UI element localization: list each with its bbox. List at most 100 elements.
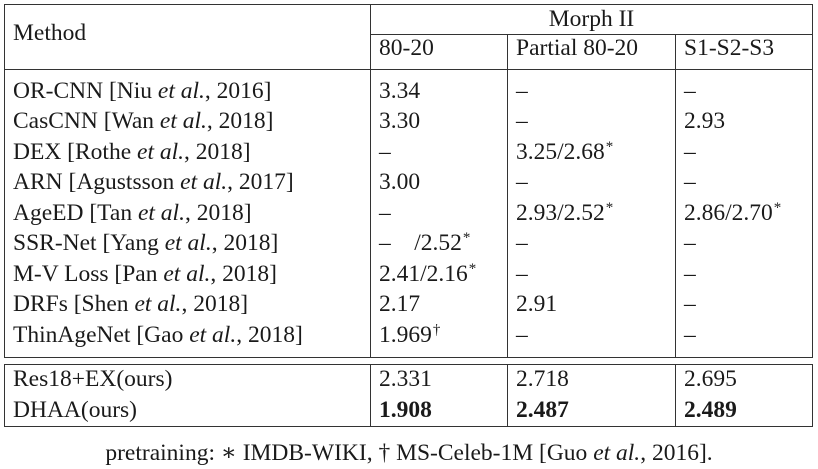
value-partial-80-20: – <box>507 76 676 107</box>
pretraining-marker: * <box>605 199 614 216</box>
value-s1-s2-s3: – <box>675 259 814 290</box>
value-s1-s2-s3: – <box>675 320 814 351</box>
method-cell: CasCNN [Wan et al., 2018] <box>4 106 371 137</box>
table-row: OR-CNN [Niu et al., 2016] 3.34 – – <box>4 76 814 107</box>
value-80-20: – <box>370 137 508 168</box>
value-text: – <box>684 291 696 317</box>
method-year: , 2017] <box>227 169 294 195</box>
table-row: DEX [Rothe et al., 2018] –3.25/2.68* – <box>4 137 814 168</box>
value-text: 3.30 <box>379 108 421 134</box>
method-year: , 2018] <box>184 138 251 165</box>
value-partial-80-20: 2.91 <box>507 289 676 320</box>
table-row: M-V Loss [Pan et al., 2018] 2.41/2.16* – – <box>4 259 814 290</box>
value-s1-s2-s3: 2.489 <box>675 395 814 427</box>
value-s1-s2-s3: – <box>675 76 814 107</box>
results-table-container: Method Morph II 80-20 Partial 80-20 S1-S… <box>4 4 814 427</box>
value-text: 1.969 <box>379 321 432 348</box>
value-text: – <box>516 230 528 256</box>
method-name: DRFs [Shen <box>13 291 135 317</box>
pretraining-marker: * <box>462 230 471 246</box>
method-name: ThinAgeNet [Gao <box>13 321 190 348</box>
method-name: SSR-Net [Yang <box>13 230 165 256</box>
table-row: ARN [Agustsson et al., 2017] 3.00 – – <box>4 167 814 198</box>
value-80-20: – /2.52* <box>370 228 508 259</box>
method-etal: et al. <box>164 230 212 256</box>
table-row: SSR-Net [Yang et al., 2018] – /2.52* – – <box>4 228 814 259</box>
table-row: AgeED [Tan et al., 2018] –2.93/2.52* 2.86/… <box>4 198 814 229</box>
pretraining-marker: * <box>773 199 782 216</box>
value-s1-s2-s3: – <box>675 289 814 320</box>
value-text: – <box>684 77 696 104</box>
value-text: – <box>379 138 391 165</box>
table-row-ours: DHAA(ours) 1.908 2.487 2.489 <box>4 395 814 427</box>
value-s1-s2-s3: 2.93 <box>675 106 814 137</box>
method-name: ARN [Agustsson <box>13 169 181 195</box>
method-name: OR-CNN [Niu <box>13 77 158 104</box>
value-80-20: – <box>370 198 508 229</box>
table-row: ThinAgeNet [Gao et al., 2018] 1.969† – – <box>4 320 814 351</box>
method-year: , 2018] <box>211 230 279 256</box>
value-partial-80-20: – <box>507 320 676 351</box>
caption-text: pretraining: ∗ IMDB-WIKI, † MS-Celeb-1M … <box>105 440 594 466</box>
value-text: 3.00 <box>379 169 421 195</box>
caption-text-end: , 2016]. <box>640 440 713 466</box>
results-table: Method Morph II 80-20 Partial 80-20 S1-S… <box>4 4 814 427</box>
method-etal: et al. <box>159 108 207 134</box>
table-row: CasCNN [Wan et al., 2018] 3.30 – 2.93 <box>4 106 814 137</box>
value-text: – <box>516 260 528 287</box>
value-80-20: 2.41/2.16* <box>370 259 508 290</box>
value-text: – <box>684 260 696 287</box>
value-80-20: 3.34 <box>370 76 508 107</box>
method-etal: et al. <box>137 199 185 226</box>
value-80-20: 3.00 <box>370 167 508 198</box>
value-partial-80-20: 2.487 <box>507 395 676 427</box>
value-text: – <box>516 321 528 348</box>
value-partial-80-20: 3.25/2.68* <box>507 137 676 168</box>
method-year: , 2018] <box>181 291 249 317</box>
value-80-20: 2.17 <box>370 289 508 320</box>
value-text: – <box>516 77 528 104</box>
value-s1-s2-s3: – <box>675 167 814 198</box>
method-etal: et al. <box>157 77 205 104</box>
value-text: – <box>684 169 696 195</box>
caption-etal: et al. <box>593 440 641 466</box>
value-text: – <box>684 321 696 348</box>
method-cell: SSR-Net [Yang et al., 2018] <box>4 228 371 259</box>
value-text: – <box>516 108 528 134</box>
method-etal: et al. <box>163 260 211 287</box>
prior-methods-body: OR-CNN [Niu et al., 2016] 3.34– – CasCNN [W… <box>4 76 814 351</box>
method-year: , 2018] <box>206 108 274 134</box>
method-name: AgeED [Tan <box>13 199 138 226</box>
value-s1-s2-s3: – <box>675 137 814 168</box>
value-80-20: 2.331 <box>370 363 508 395</box>
value-s1-s2-s3: – <box>675 228 814 259</box>
table-row-ours: Res18+EX(ours) 2.331 2.718 2.695 <box>4 363 814 395</box>
mid-gap-b <box>5 357 813 364</box>
subheader-s1-s2-s3: S1-S2-S3 <box>675 34 814 63</box>
method-year: , 2018] <box>236 321 303 348</box>
value-partial-80-20: – <box>507 167 676 198</box>
value-s1-s2-s3: 2.86/2.70* <box>675 198 814 229</box>
value-text: 2.93/2.52 <box>516 199 605 226</box>
pretraining-marker: † <box>432 321 441 338</box>
value-text: – <box>516 169 528 195</box>
value-partial-80-20: 2.93/2.52* <box>507 198 676 229</box>
value-partial-80-20: 2.718 <box>507 363 676 395</box>
method-etal: et al. <box>134 291 182 317</box>
value-text: 3.25/2.68 <box>516 138 605 165</box>
method-cell: Res18+EX(ours) <box>4 363 371 395</box>
value-text: 2.86/2.70 <box>684 199 773 226</box>
value-text: – <box>684 230 696 256</box>
method-etal: et al. <box>180 169 228 195</box>
value-text: – /2.52 <box>379 230 462 256</box>
method-cell: M-V Loss [Pan et al., 2018] <box>4 259 371 290</box>
method-header: Method <box>4 4 371 63</box>
method-cell: OR-CNN [Niu et al., 2016] <box>4 76 371 107</box>
method-etal: et al. <box>189 321 237 348</box>
value-text: – <box>684 138 696 165</box>
method-year: , 2016] <box>204 77 272 104</box>
method-name: CasCNN [Wan <box>13 108 160 134</box>
value-text: 2.41/2.16 <box>379 260 468 287</box>
value-80-20: 1.908 <box>370 395 508 427</box>
mid-gap-a <box>4 350 814 358</box>
